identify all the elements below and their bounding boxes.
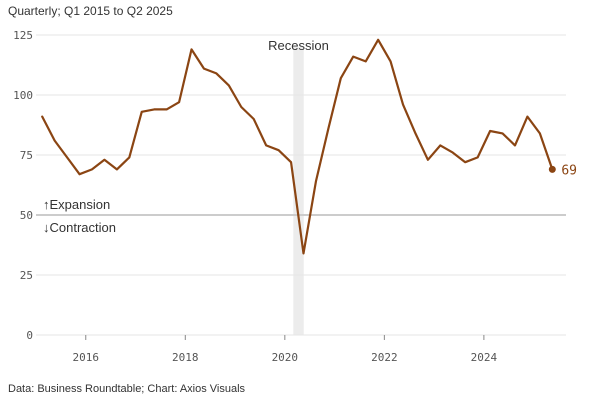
recession-label: Recession: [268, 38, 329, 53]
y-tick-label: 100: [13, 89, 33, 102]
x-tick-label: 2016: [73, 351, 100, 364]
series-line: [41, 38, 554, 255]
x-tick-label: 2020: [272, 351, 299, 364]
contraction-label: ↓Contraction: [43, 220, 116, 235]
x-tick-label: 2022: [371, 351, 398, 364]
x-tick-label: 2018: [172, 351, 199, 364]
y-tick-label: 0: [26, 329, 33, 342]
y-tick-label: 75: [20, 149, 33, 162]
source-note: Data: Business Roundtable; Chart: Axios …: [8, 383, 246, 395]
x-tick-label: 2024: [471, 351, 498, 364]
y-tick-label: 125: [13, 29, 33, 42]
expansion-label: ↑Expansion: [43, 197, 110, 212]
y-tick-label: 50: [20, 209, 33, 222]
end-value-label: 69: [561, 163, 577, 178]
y-tick-label: 25: [20, 269, 33, 282]
chart-subtitle: Quarterly; Q1 2015 to Q2 2025: [8, 4, 173, 18]
recession-band: [293, 47, 304, 335]
end-point: [548, 165, 556, 173]
